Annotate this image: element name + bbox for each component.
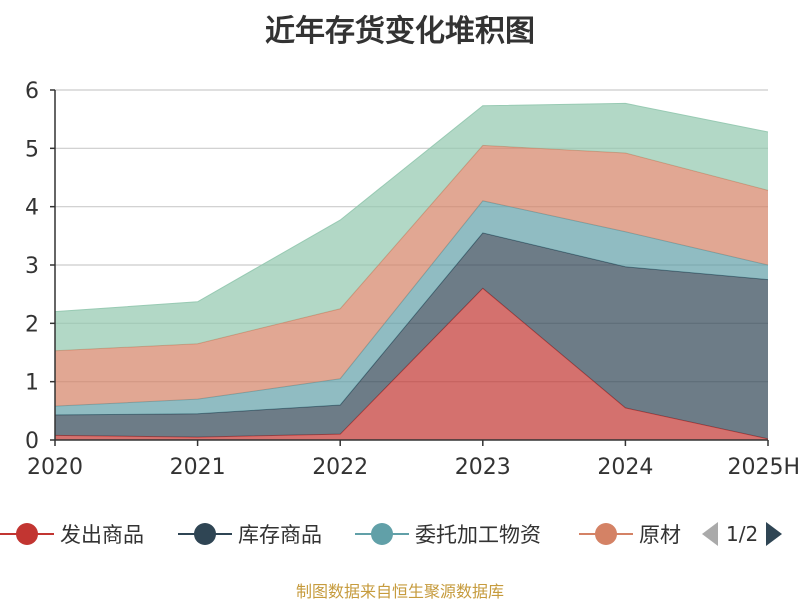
x-tick-label: 2020 <box>27 455 83 480</box>
legend-item[interactable]: 库存商品 <box>178 516 322 552</box>
area-series-0[interactable] <box>55 288 768 440</box>
y-tick-label: 4 <box>25 196 39 221</box>
x-tick-label: 2024 <box>597 455 653 480</box>
legend-marker-icon <box>355 523 409 545</box>
y-tick-label: 2 <box>25 312 39 337</box>
legend-marker-icon <box>579 523 633 545</box>
x-tick-label: 2025H <box>727 455 800 480</box>
triangle-right-icon[interactable] <box>764 520 784 548</box>
legend: 发出商品 库存商品 委托加工物资 原材 1/2 <box>0 516 800 552</box>
x-tick-label: 2023 <box>455 455 511 480</box>
y-tick-label: 3 <box>25 254 39 279</box>
area-line-4 <box>54 102 769 313</box>
legend-marker-icon <box>0 523 54 545</box>
y-tick-label: 0 <box>25 429 39 454</box>
legend-label: 库存商品 <box>238 523 322 547</box>
legend-label: 委托加工物资 <box>415 523 541 547</box>
area-series-1[interactable] <box>55 232 768 439</box>
triangle-left-icon[interactable] <box>700 520 720 548</box>
chart-title: 近年存货变化堆积图 <box>265 14 535 49</box>
legend-label: 原材 <box>639 523 681 547</box>
y-tick-label: 5 <box>25 137 39 162</box>
area-series-3[interactable] <box>55 145 768 407</box>
legend-page-indicator: 1/2 <box>726 522 759 546</box>
x-tick-label: 2021 <box>170 455 226 480</box>
area-series-layer <box>54 102 769 440</box>
legend-label: 发出商品 <box>60 523 144 547</box>
stacked-area-chart: 0 1 2 3 4 5 6 2020 2021 2022 2023 2024 2025H <box>25 79 800 480</box>
area-series-4[interactable] <box>55 103 768 351</box>
legend-pager: 1/2 <box>700 516 800 552</box>
legend-items: 发出商品 库存商品 委托加工物资 原材 <box>0 516 686 552</box>
area-series-2[interactable] <box>55 200 768 415</box>
tick-labels: 0 1 2 3 4 5 6 2020 2021 2022 2023 2024 2025H <box>25 79 800 480</box>
y-tick-label: 1 <box>25 371 39 396</box>
legend-item[interactable]: 委托加工物资 <box>355 516 541 552</box>
axes <box>50 89 769 446</box>
legend-item[interactable]: 发出商品 <box>0 516 144 552</box>
legend-marker-icon <box>178 523 232 545</box>
y-tick-label: 6 <box>25 79 39 104</box>
data-source-note: 制图数据来自恒生聚源数据库 <box>295 582 504 601</box>
x-tick-label: 2022 <box>312 455 368 480</box>
legend-item[interactable]: 原材 <box>579 516 681 552</box>
